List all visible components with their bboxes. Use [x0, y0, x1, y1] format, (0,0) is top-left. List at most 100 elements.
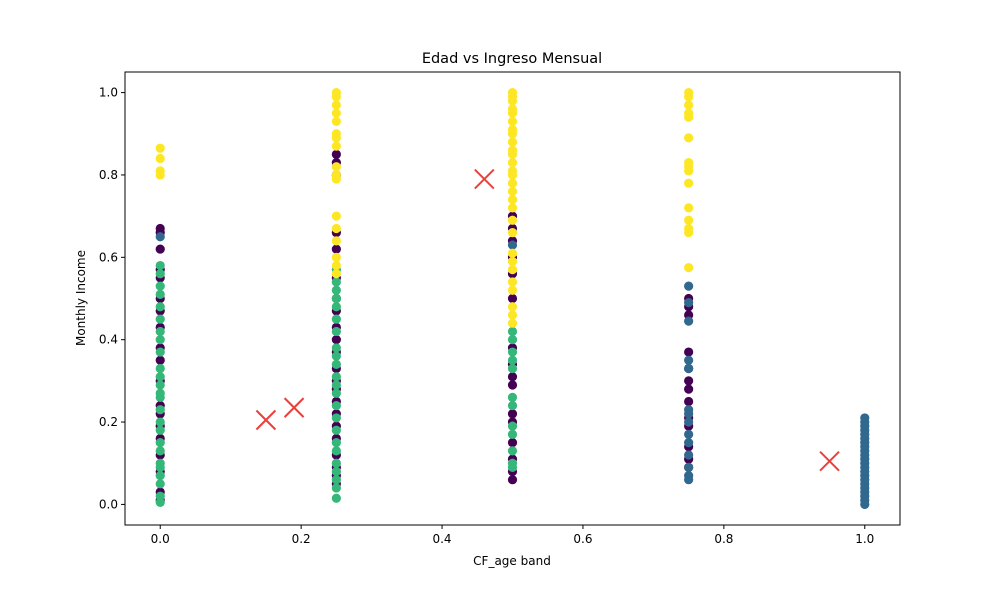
scatter-point: [155, 335, 165, 345]
scatter-point: [155, 314, 165, 324]
scatter-point: [684, 281, 694, 291]
scatter-point: [155, 347, 165, 357]
scatter-point: [507, 96, 518, 106]
scatter-point: [331, 223, 341, 234]
scatter-point: [507, 310, 518, 320]
scatter-point: [331, 483, 341, 493]
scatter-point: [331, 211, 341, 221]
plot-frame: [124, 71, 901, 526]
scatter-point: [331, 174, 341, 184]
scatter-point: [507, 256, 518, 267]
scatter-point: [507, 363, 518, 374]
scatter-point: [331, 335, 341, 345]
y-tick-label: 0.4: [99, 333, 118, 347]
scatter-point: [155, 497, 165, 507]
scatter-point: [331, 100, 341, 110]
scatter-point: [155, 372, 165, 382]
scatter-point: [684, 203, 694, 213]
scatter-point: [860, 499, 870, 510]
scatter-point: [331, 388, 341, 398]
x-tick-label: 0.2: [292, 532, 311, 546]
scatter-point: [507, 137, 518, 147]
scatter-point: [507, 446, 518, 456]
scatter-point: [507, 372, 518, 382]
y-tick-label: 0.2: [99, 415, 118, 429]
scatter-point: [331, 351, 341, 361]
scatter-point: [331, 343, 341, 353]
scatter-point: [507, 302, 518, 312]
scatter-point: [331, 493, 341, 503]
scatter-point: [331, 252, 341, 262]
scatter-point: [155, 417, 165, 427]
scatter-point: [155, 470, 165, 481]
scatter-point: [155, 425, 165, 435]
scatter-point: [155, 479, 165, 489]
scatter-point: [507, 400, 518, 411]
x-tick-label: 0.8: [714, 532, 733, 546]
scatter-point: [507, 380, 518, 390]
scatter-point: [684, 355, 694, 365]
scatter-point: [331, 359, 341, 369]
scatter-point: [331, 269, 341, 279]
scatter-point: [684, 178, 694, 188]
x-tick-label: 0.6: [573, 532, 592, 546]
scatter-point: [155, 446, 165, 456]
scatter-point: [507, 475, 518, 485]
scatter-point: [331, 149, 341, 159]
scatter-point: [155, 289, 165, 299]
scatter-point: [507, 170, 518, 180]
scatter-point: [507, 421, 518, 431]
centroid-marker: [283, 397, 305, 418]
scatter-point: [507, 248, 518, 258]
y-axis-ticks: 0.0 0.2 0.4 0.6 0.8 1.0: [99, 86, 125, 511]
scatter-point: [507, 178, 518, 188]
x-tick-label: 0.0: [151, 532, 170, 546]
scatter-point: [507, 129, 518, 139]
scatter-point: [331, 277, 341, 287]
scatter-point: [684, 438, 694, 448]
scatter-point: [331, 475, 341, 485]
scatter-point: [684, 417, 694, 427]
scatter-point: [331, 244, 341, 254]
scatter-point: [331, 458, 341, 468]
x-axis-ticks: 0.0 0.2 0.4 0.6 0.8 1.0: [151, 525, 874, 546]
scatter-point: [684, 263, 694, 273]
scatter-point: [507, 149, 518, 159]
scatter-point: [155, 232, 165, 242]
chart-title: Edad vs Ingreso Mensual: [422, 51, 602, 67]
scatter-point: [507, 203, 518, 213]
y-tick-label: 0.8: [99, 168, 118, 182]
scatter-point: [684, 92, 694, 102]
centroid-marker: [474, 168, 495, 190]
scatter-point: [507, 462, 518, 472]
scatter-point: [684, 475, 694, 485]
scatter-point: [507, 285, 518, 295]
scatter-point: [684, 316, 694, 326]
scatter-point: [684, 396, 694, 407]
scatter-point: [155, 380, 165, 390]
scatter-point: [155, 462, 165, 472]
scatter-point: [331, 92, 341, 102]
scatter-point: [507, 240, 518, 250]
scatter-point: [507, 335, 518, 345]
scatter-point: [507, 429, 518, 439]
scatter-point: [331, 372, 341, 382]
scatter-point: [507, 326, 518, 337]
scatter-point: [331, 446, 341, 456]
scatter-point: [684, 409, 694, 419]
scatter-point: [684, 133, 694, 143]
scatter-point: [507, 347, 518, 357]
scatter-point: [155, 326, 165, 337]
scatter-point: [331, 293, 341, 304]
scatter-point: [684, 228, 694, 238]
scatter-point: [331, 108, 341, 118]
y-tick-label: 0.0: [99, 497, 118, 511]
centroid-marker: [255, 409, 277, 431]
scatter-point: [331, 141, 341, 151]
scatter-point: [331, 260, 341, 271]
scatter-point: [684, 166, 694, 176]
scatter-point: [331, 314, 341, 324]
scatter-point: [155, 363, 165, 374]
scatter-point: [684, 363, 694, 374]
